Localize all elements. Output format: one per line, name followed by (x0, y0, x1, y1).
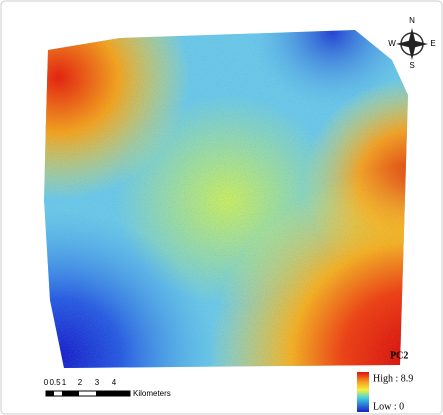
scale-label: 2 (78, 378, 83, 387)
compass-n: N (409, 16, 415, 25)
raster (40, 25, 415, 375)
scale-label: 3 (95, 378, 100, 387)
compass-w: W (388, 39, 396, 48)
map-page: N E S W 0 0.5 1 2 3 4 Kilometers PC2 Hig… (0, 0, 443, 415)
compass-s: S (409, 61, 414, 70)
scale-unit: Kilometers (133, 389, 171, 398)
color-ramp (357, 372, 369, 412)
legend-title: PC2 (390, 350, 408, 361)
scale-label: 1 (62, 378, 67, 387)
scale-label: 4 (112, 378, 117, 387)
scale-label: 0.5 (49, 378, 61, 387)
legend-high: High : 8.9 (373, 373, 413, 384)
compass-e: E (430, 39, 435, 48)
scale-label: 0 (44, 378, 49, 387)
legend-low: Low : 0 (373, 401, 404, 412)
